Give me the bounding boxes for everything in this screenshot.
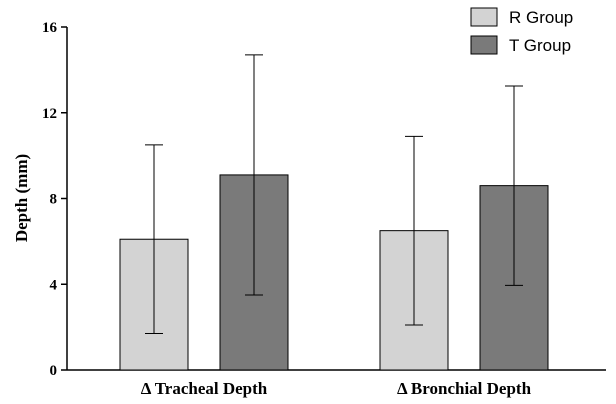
y-tick-label: 0 bbox=[50, 363, 58, 379]
category-label-group: Δ Tracheal Depth Δ Bronchial Depth bbox=[141, 379, 532, 398]
y-tick-group: 0 4 8 12 16 bbox=[42, 20, 67, 379]
legend-swatch bbox=[470, 35, 498, 55]
y-tick-label: 8 bbox=[50, 192, 58, 208]
y-tick-label: 16 bbox=[42, 20, 58, 36]
error-bar-group bbox=[145, 54, 523, 335]
legend-swatch bbox=[470, 7, 498, 27]
category-label: Δ Tracheal Depth bbox=[141, 379, 268, 398]
bar-group bbox=[119, 174, 549, 371]
legend: R Group T Group bbox=[470, 7, 573, 55]
legend-label: T Group bbox=[509, 36, 571, 55]
category-label: Δ Bronchial Depth bbox=[397, 379, 532, 398]
y-tick-label: 12 bbox=[42, 106, 57, 122]
y-tick-label: 4 bbox=[50, 277, 58, 293]
y-axis-title: Depth (mm) bbox=[12, 154, 31, 242]
legend-label: R Group bbox=[509, 8, 573, 27]
